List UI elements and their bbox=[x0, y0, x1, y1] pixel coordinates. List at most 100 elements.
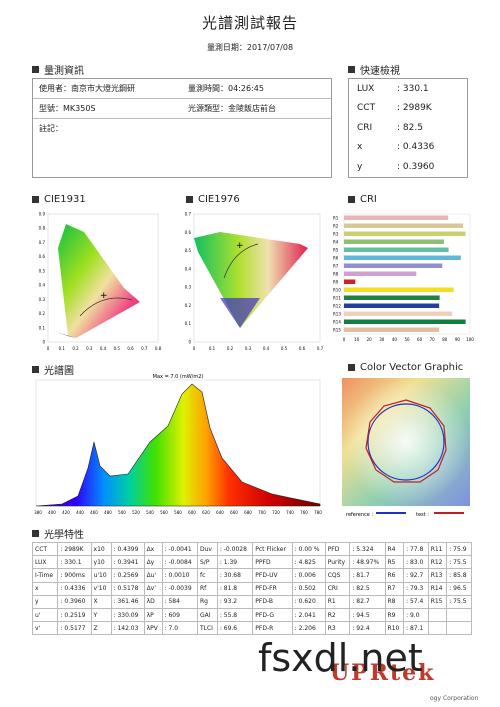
spectrum-tick-label: 620 bbox=[202, 510, 210, 515]
section-cie1931-header: CIE1931 bbox=[32, 194, 86, 205]
spectrum-tick-label: 700 bbox=[258, 510, 266, 515]
optical-key: CRI bbox=[324, 581, 351, 596]
cie1931-point-icon: + bbox=[100, 291, 108, 301]
spectrum-tick-label: 780 bbox=[314, 510, 322, 515]
optical-value: : 0.2569 bbox=[110, 568, 145, 583]
cri-bar bbox=[344, 279, 356, 284]
optical-key: Z bbox=[90, 621, 112, 636]
cie1931-tick-label: 0.6 bbox=[39, 254, 46, 259]
cie1976-tick-label: 0.3 bbox=[185, 285, 192, 290]
optical-value: : 330.09 bbox=[110, 607, 145, 623]
optical-value: : -0.0039 bbox=[161, 581, 198, 596]
optical-value: : -0.0028 bbox=[216, 541, 254, 557]
cie1931-tick-label: 0.2 bbox=[39, 311, 46, 316]
optical-key: Δv' bbox=[143, 581, 163, 596]
optical-key: x10 bbox=[90, 541, 112, 557]
optical-key: PFD bbox=[324, 541, 351, 557]
cie1931-gamut bbox=[58, 224, 140, 338]
cri-tick-label: 60 bbox=[417, 337, 423, 342]
quick-row: y: 0.3960 bbox=[357, 161, 435, 172]
cri-label: R7 bbox=[333, 264, 339, 269]
spectrum-tick-label: 660 bbox=[230, 510, 238, 515]
info-note: 註記： bbox=[39, 124, 63, 133]
optical-value: : 81.7 bbox=[349, 568, 386, 583]
cie1931-tick-label: 0.9 bbox=[39, 212, 46, 217]
cri-bar bbox=[344, 247, 449, 252]
quick-row: LUX: 330.1 bbox=[357, 83, 429, 94]
optical-value: : 5.324 bbox=[349, 541, 386, 557]
optical-value: : 30.68 bbox=[216, 568, 254, 583]
optical-key: R12 bbox=[427, 555, 448, 570]
optical-key: u'10 bbox=[90, 568, 112, 583]
optical-value: : 69.6 bbox=[216, 621, 254, 636]
reference-ring bbox=[367, 403, 445, 481]
optical-value: : 55.8 bbox=[216, 607, 254, 623]
cri-label: R12 bbox=[333, 304, 341, 309]
optical-value bbox=[446, 607, 472, 623]
cie1976-tick-label: 0.4 bbox=[263, 346, 270, 351]
cri-tick-label: 100 bbox=[466, 337, 474, 342]
square-icon bbox=[32, 530, 39, 537]
optical-row: CCT: 2989K x10: 0.4399 Δx: -0.0041 Duv: -0.… bbox=[31, 541, 472, 557]
optical-key: PPFD bbox=[252, 555, 293, 570]
cie1931-tick-label: 0 bbox=[42, 340, 45, 345]
cri-bar bbox=[344, 263, 443, 268]
section-vector-header: Color Vector Graphic bbox=[348, 362, 463, 373]
optical-table: CCT: 2989K x10: 0.4399 Δx: -0.0041 Duv: -0.… bbox=[31, 541, 472, 636]
quick-row: CRI: 82.5 bbox=[357, 122, 423, 133]
spectrum-tick-label: 580 bbox=[174, 510, 182, 515]
optical-key bbox=[427, 607, 448, 623]
optical-key: PFD-FR bbox=[252, 581, 293, 596]
cri-tick-label: 40 bbox=[392, 337, 398, 342]
optical-value: : 0.2519 bbox=[57, 607, 92, 623]
cie1931-tick-label: 0.8 bbox=[155, 346, 162, 351]
optical-value: : 92.4 bbox=[349, 621, 386, 636]
optical-key: PFD-B bbox=[252, 594, 293, 609]
cie1976-tick-label: 0.2 bbox=[185, 303, 192, 308]
optical-value: : 0.4336 bbox=[57, 581, 92, 596]
cri-tick-label: 0 bbox=[343, 337, 346, 342]
cri-bar bbox=[344, 271, 417, 276]
optical-key: CCT bbox=[31, 541, 59, 557]
square-icon bbox=[186, 196, 193, 203]
cri-label: R3 bbox=[333, 232, 339, 237]
cie1931-tick-label: 0.4 bbox=[100, 346, 107, 351]
optical-key: R4 bbox=[384, 541, 405, 557]
optical-key: λP bbox=[143, 607, 163, 623]
cie1976-tick-label: 0.2 bbox=[227, 346, 234, 351]
cie1976-tick-label: 0.7 bbox=[317, 346, 324, 351]
optical-value: : 75.5 bbox=[446, 555, 472, 570]
optical-key: R11 bbox=[427, 541, 448, 557]
cie1931-ticks-y: 0.9 0.8 0.7 0.6 0.5 0.4 0.3 0.2 0.1 0 bbox=[39, 212, 46, 345]
cie1976-tick-label: 0.3 bbox=[245, 346, 252, 351]
optical-value: : 82.5 bbox=[349, 581, 386, 596]
optical-value: : 609 bbox=[161, 607, 198, 623]
optical-row: I-Time: 900ms u'10: 0.2569 Δu': 0.0010 fc: … bbox=[31, 568, 472, 583]
optical-value: : 75.9 bbox=[446, 541, 472, 557]
cie1931-tick-label: 0.8 bbox=[39, 226, 46, 231]
spectrum-tick-label: 440 bbox=[76, 510, 84, 515]
cri-tick-label: 50 bbox=[404, 337, 410, 342]
color-vector-chart: reference : test : bbox=[342, 378, 470, 518]
info-model: 型號：MK350S bbox=[39, 104, 96, 113]
spectrum-tick-label: 400 bbox=[48, 510, 56, 515]
cri-label: R6 bbox=[333, 256, 339, 261]
spectrum-tick-label: 760 bbox=[300, 510, 308, 515]
optical-key: R7 bbox=[384, 581, 405, 596]
cri-bar bbox=[344, 239, 444, 244]
optical-value: : 85.8 bbox=[446, 568, 472, 583]
optical-value: : 2.041 bbox=[291, 607, 326, 623]
planckian-locus bbox=[223, 243, 259, 279]
cri-label: R13 bbox=[333, 312, 341, 317]
cie1976-point-icon: + bbox=[236, 241, 244, 251]
cri-tick-label: 10 bbox=[354, 337, 360, 342]
optical-key: Y bbox=[90, 607, 112, 623]
legend-test: test : bbox=[416, 512, 429, 518]
cie1976-gamut bbox=[194, 232, 308, 328]
optical-key: y10 bbox=[90, 555, 112, 570]
optical-key: y bbox=[31, 594, 59, 609]
optical-value: : -0.0041 bbox=[161, 541, 198, 557]
optical-value: : 0.502 bbox=[291, 581, 326, 596]
cri-bar bbox=[344, 255, 461, 260]
